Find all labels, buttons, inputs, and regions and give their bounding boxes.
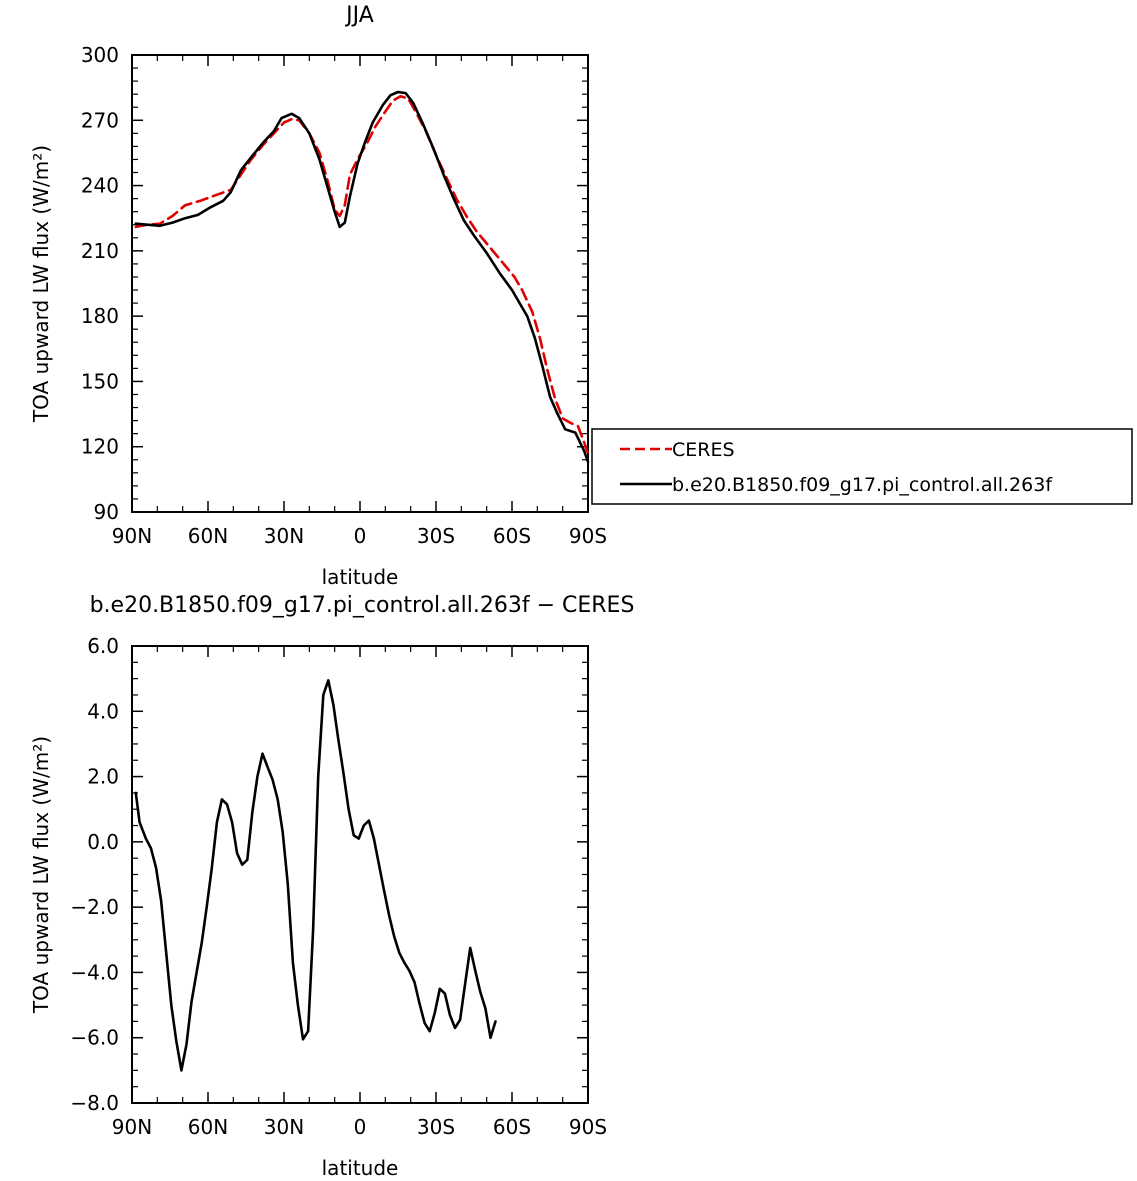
x-tick-label: 90S bbox=[569, 524, 607, 548]
x-tick-label: 90N bbox=[112, 1115, 152, 1139]
legend-label-1: b.e20.B1850.f09_g17.pi_control.all.263f bbox=[672, 474, 1053, 496]
x-axis-title: latitude bbox=[322, 565, 399, 589]
x-axis-title: latitude bbox=[322, 1156, 399, 1180]
y-tick-label: −6.0 bbox=[70, 1026, 119, 1050]
series-line-0 bbox=[134, 95, 590, 455]
y-axis-title: TOA upward LW flux (W/m²) bbox=[29, 736, 53, 1014]
top-chart-panel: JJA 90N 60N 30N 0 30S 60S 90S 90 120 150 180 210 240 2… bbox=[29, 3, 1133, 589]
y-tick-label: 150 bbox=[81, 369, 119, 393]
x-tick-label: 60S bbox=[493, 524, 531, 548]
y-axis-title: TOA upward LW flux (W/m²) bbox=[29, 145, 53, 423]
chart-title: JJA bbox=[344, 3, 374, 28]
x-tick-label: 90N bbox=[112, 524, 152, 548]
y-tick-label: 240 bbox=[81, 174, 119, 198]
x-tick-label: 60N bbox=[188, 524, 228, 548]
x-tick-label: 0 bbox=[354, 1115, 367, 1139]
x-tick-label: 30S bbox=[417, 1115, 455, 1139]
y-tick-label: 120 bbox=[81, 435, 119, 459]
y-tick-label: 90 bbox=[94, 500, 119, 524]
series-line-1 bbox=[134, 90, 590, 464]
series-line-0 bbox=[134, 678, 497, 1072]
x-tick-label: 30N bbox=[264, 1115, 304, 1139]
y-tick-label: −4.0 bbox=[70, 960, 119, 984]
x-tick-label: 30N bbox=[264, 524, 304, 548]
y-tick-label: 180 bbox=[81, 304, 119, 328]
legend-box bbox=[591, 428, 1133, 505]
bottom-chart-panel: b.e20.B1850.f09_g17.pi_control.all.263f … bbox=[29, 593, 634, 1180]
chart-title: b.e20.B1850.f09_g17.pi_control.all.263f … bbox=[90, 593, 635, 618]
legend-label-0: CERES bbox=[672, 439, 735, 461]
x-tick-label: 60N bbox=[188, 1115, 228, 1139]
x-tick-label: 30S bbox=[417, 524, 455, 548]
plot-frame bbox=[131, 645, 589, 1104]
x-tick-label: 0 bbox=[354, 524, 367, 548]
y-tick-label: 300 bbox=[81, 43, 119, 67]
y-tick-label: 0.0 bbox=[87, 830, 119, 854]
x-tick-label: 90S bbox=[569, 1115, 607, 1139]
y-tick-label: −8.0 bbox=[70, 1091, 119, 1115]
x-tick-label: 60S bbox=[493, 1115, 531, 1139]
y-tick-label: 270 bbox=[81, 108, 119, 132]
y-tick-label: 6.0 bbox=[87, 634, 119, 658]
y-tick-label: −2.0 bbox=[70, 895, 119, 919]
y-tick-label: 4.0 bbox=[87, 699, 119, 723]
y-tick-label: 210 bbox=[81, 239, 119, 263]
y-tick-label: 2.0 bbox=[87, 765, 119, 789]
